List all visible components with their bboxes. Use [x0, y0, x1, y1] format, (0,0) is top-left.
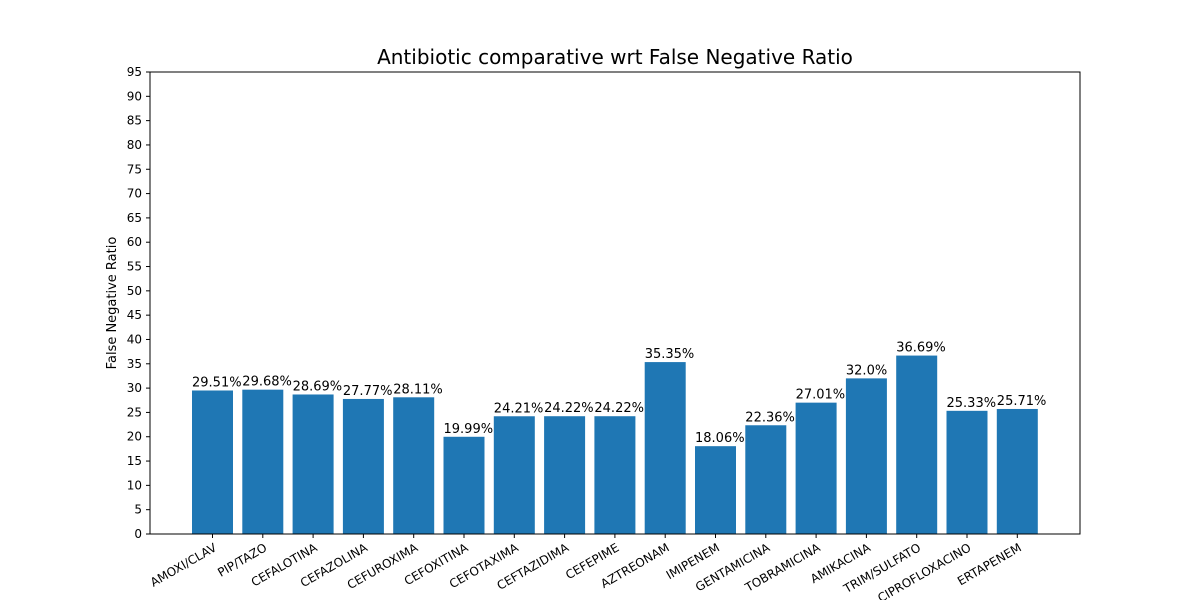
bar — [342, 398, 384, 534]
bar — [896, 355, 938, 534]
bar — [594, 416, 636, 534]
bar — [192, 390, 233, 534]
bar-data-label: 36.69% — [896, 341, 946, 356]
bar — [393, 397, 435, 534]
bar-labels-layer: 29.51% 29.68% 28.69% 27.77% 28.11%19.99%24.2… — [192, 341, 1046, 447]
plot-frame — [149, 71, 1081, 535]
bar-data-label: 29.68% — [242, 375, 292, 390]
x-axis: AMOXI/CLAVPIP/TAZOCEFALOTINACEFAZOLINACE… — [148, 534, 1024, 600]
y-tick-label: 30 — [127, 381, 142, 395]
bar — [292, 394, 334, 534]
y-tick-label: 45 — [127, 308, 142, 322]
bar — [544, 416, 586, 534]
bar-data-label: 27.01% — [796, 388, 846, 403]
y-tick-label: 5 — [134, 503, 142, 517]
y-tick-label: 35 — [127, 357, 142, 371]
y-tick-label: 10 — [127, 478, 142, 492]
bar — [946, 410, 988, 534]
y-tick-label: 85 — [127, 114, 142, 128]
bar-data-label: 32.0% — [846, 363, 887, 378]
y-tick-label: 40 — [127, 332, 142, 346]
bar-data-label: 35.35% — [645, 347, 695, 362]
y-tick-label: 20 — [127, 430, 142, 444]
y-tick-label: 15 — [127, 454, 142, 468]
bar — [996, 408, 1038, 534]
bar — [242, 389, 284, 534]
bar — [695, 446, 736, 534]
bars-layer — [192, 355, 1038, 534]
y-tick-label: 50 — [127, 284, 142, 298]
bar-data-label: 18.06% — [695, 431, 745, 446]
bar-data-label: 25.71% — [997, 394, 1047, 409]
y-tick-label: 75 — [127, 162, 142, 176]
bar — [745, 425, 787, 534]
bar-data-label: 19.99% — [444, 422, 494, 437]
y-tick-label: 80 — [127, 138, 142, 152]
bar-data-label: 25.33% — [947, 396, 997, 411]
y-tick-label: 25 — [127, 405, 142, 419]
y-tick-label: 0 — [134, 527, 142, 541]
bar-data-label: 24.21% — [494, 401, 544, 416]
bar-data-label: 22.36% — [745, 410, 795, 425]
y-tick-label: 90 — [127, 89, 142, 103]
bar-data-label: 28.69% — [293, 379, 343, 394]
bar-data-label: 28.11% — [393, 382, 443, 397]
y-tick-label: 95 — [127, 65, 142, 79]
x-tick-label: AMOXI/CLAV — [148, 540, 220, 590]
bar-data-label: 24.22% — [594, 401, 644, 416]
y-axis-label: False Negative Ratio — [105, 237, 120, 370]
bar-data-label: 27.77% — [343, 384, 393, 399]
bar — [493, 416, 535, 534]
bar-data-label: 29.51% — [192, 375, 242, 390]
y-axis: 0 5 10 15 20 25 30 35 40 45 50 55 60 65 70 75 80 85 90 95 — [127, 65, 150, 541]
y-tick-label: 65 — [127, 211, 142, 225]
bar — [443, 436, 485, 534]
y-tick-label: 70 — [127, 187, 142, 201]
chart-title: Antibiotic comparative wrt False Negativ… — [377, 45, 853, 69]
bar — [644, 362, 686, 534]
y-tick-label: 55 — [127, 260, 142, 274]
bar-data-label: 24.22% — [544, 401, 594, 416]
bar — [795, 402, 837, 534]
bar — [845, 378, 887, 534]
y-tick-label: 60 — [127, 235, 142, 249]
